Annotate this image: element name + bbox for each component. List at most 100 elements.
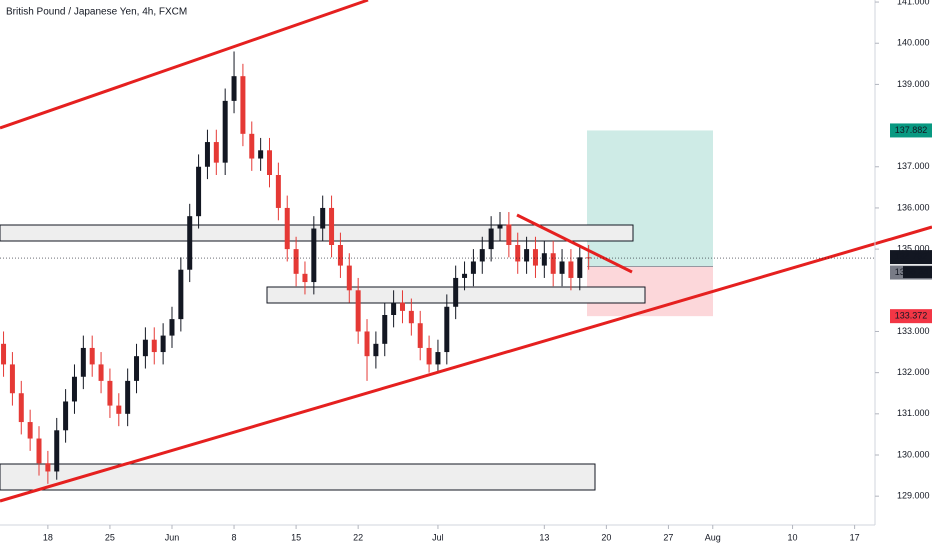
candle-body — [559, 261, 565, 274]
candle-body — [196, 166, 202, 217]
countdown: 55:34 — [906, 266, 929, 276]
y-tick-label: 140.000 — [897, 38, 930, 48]
candle-body — [54, 430, 60, 472]
x-tick-label: 22 — [353, 532, 363, 542]
chart-title: British Pound / Japanese Yen, 4h, FXCM — [6, 7, 187, 18]
candle-body — [532, 249, 538, 266]
candle-body — [116, 405, 122, 414]
x-tick-label: 8 — [232, 532, 237, 542]
x-tick-label: 25 — [105, 532, 115, 542]
candle-body — [382, 315, 388, 344]
candle-body — [470, 261, 476, 274]
candle-body — [222, 100, 228, 163]
x-tick-label: 18 — [43, 532, 53, 542]
y-tick-label: 137.000 — [897, 161, 930, 171]
candle-body — [178, 269, 184, 320]
y-tick-label: 129.000 — [897, 491, 930, 501]
candle-body — [311, 228, 317, 283]
candle-body — [204, 142, 210, 167]
y-tick-label: 133.000 — [897, 326, 930, 336]
candle-body — [373, 343, 379, 357]
short-trendline — [516, 213, 633, 274]
candle-body — [98, 364, 104, 381]
candle-body — [541, 253, 547, 266]
candle-body — [302, 273, 308, 283]
resistance-box — [0, 224, 634, 242]
stop-label: 133.372 — [895, 311, 928, 321]
candles — [1, 51, 592, 484]
candle-body — [9, 364, 15, 394]
candle-body — [346, 265, 352, 291]
x-tick-label: Aug — [705, 532, 721, 542]
stop-label-bg — [890, 309, 932, 324]
candle-body — [258, 150, 264, 159]
y-tick-label: 135.000 — [897, 243, 930, 253]
candle-body — [27, 422, 33, 439]
candle-body — [142, 339, 148, 357]
y-tick-label: 136.000 — [897, 202, 930, 212]
candle-body — [408, 310, 414, 324]
candle-body — [293, 249, 299, 274]
target-zone — [587, 130, 713, 267]
x-tick-label: 20 — [601, 532, 611, 542]
candle-body — [444, 306, 450, 353]
candle-body — [329, 207, 335, 245]
candle-body — [497, 224, 503, 229]
candle-body — [479, 249, 485, 262]
candle-body — [426, 347, 432, 365]
candle-body — [515, 245, 521, 262]
candle-body — [267, 150, 273, 175]
candle-body — [462, 273, 468, 278]
demand-box — [0, 463, 596, 491]
last-price-label-bg — [890, 250, 932, 265]
candle-body — [391, 302, 397, 315]
target-label-bg — [890, 123, 932, 138]
candle-body — [453, 277, 459, 307]
y-tick-label: 139.000 — [897, 79, 930, 89]
candle-body — [151, 339, 157, 353]
x-tick-label: 15 — [291, 532, 301, 542]
x-tick-label: 27 — [663, 532, 673, 542]
candle-body — [18, 393, 24, 423]
candle-body — [417, 323, 423, 348]
x-tick-label: 10 — [788, 532, 798, 542]
candle-body — [577, 257, 583, 278]
candle-body — [435, 352, 441, 365]
x-tick-label: Jun — [165, 532, 180, 542]
candle-body — [355, 290, 361, 332]
candle-body — [134, 356, 140, 381]
y-tick-label: 131.000 — [897, 408, 930, 418]
upper-trendline — [0, 0, 369, 130]
x-tick-label: 13 — [539, 532, 549, 542]
trendlines — [0, 0, 932, 503]
lower-trendline — [0, 225, 932, 503]
zones — [587, 130, 713, 317]
x-tick-label: 17 — [850, 532, 860, 542]
candle-body — [364, 331, 370, 357]
candle-body — [240, 76, 246, 134]
candle-body — [568, 261, 574, 278]
candle-body — [45, 463, 51, 472]
target-label: 137.882 — [895, 125, 928, 135]
candle-body — [80, 347, 86, 377]
candle-body — [125, 380, 131, 414]
candle-body — [107, 380, 113, 406]
candle-body — [249, 133, 255, 159]
y-tick-label: 130.000 — [897, 449, 930, 459]
candle-body — [213, 142, 219, 163]
x-tick-label: Jul — [432, 532, 444, 542]
candle-body — [89, 347, 95, 365]
candle-body — [550, 253, 556, 274]
candle-body — [1, 343, 7, 365]
candle-body — [231, 76, 237, 101]
y-tick-label: 141.000 — [897, 0, 930, 6]
candle-body — [63, 401, 69, 431]
candle-body — [160, 335, 166, 353]
candle-body — [275, 175, 281, 208]
candle-body — [187, 216, 193, 270]
y-tick-label: 132.000 — [897, 367, 930, 377]
candle-body — [337, 245, 343, 266]
candle-body — [284, 207, 290, 250]
